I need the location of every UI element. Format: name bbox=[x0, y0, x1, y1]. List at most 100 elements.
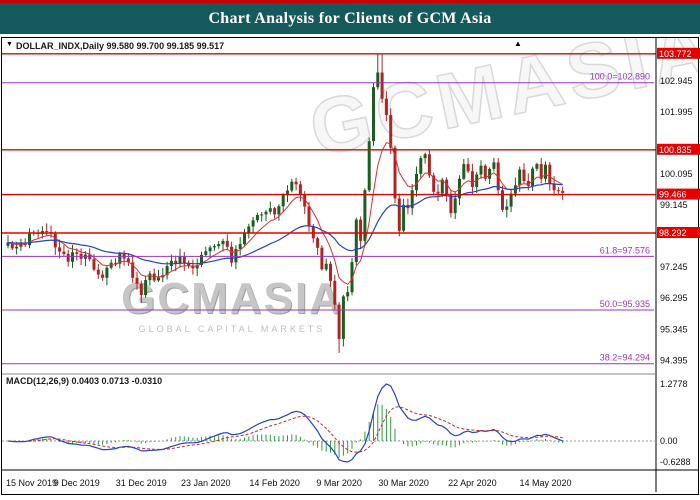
candle-body bbox=[410, 190, 414, 209]
candle-body bbox=[462, 164, 466, 179]
candle-body bbox=[230, 246, 234, 263]
candle-body bbox=[492, 162, 496, 169]
candle-body bbox=[195, 265, 199, 269]
candle-body bbox=[341, 296, 345, 339]
candle-body bbox=[286, 190, 289, 196]
candle-body bbox=[535, 164, 539, 169]
price-level-badge bbox=[657, 47, 700, 59]
candle-body bbox=[191, 265, 195, 269]
candle-body bbox=[346, 292, 350, 297]
date-tick-label[interactable]: 9 Dec 2019 bbox=[54, 478, 100, 488]
candle-body bbox=[552, 183, 556, 191]
candle-body bbox=[539, 164, 543, 179]
candle-body bbox=[187, 263, 191, 266]
candle-body bbox=[126, 258, 130, 263]
candle-body bbox=[88, 254, 92, 260]
chart-shift-marker-icon: ▲ bbox=[514, 39, 522, 48]
candle-body bbox=[350, 262, 354, 293]
candle-body bbox=[354, 219, 358, 263]
candle-body bbox=[501, 190, 504, 210]
candle-body bbox=[28, 233, 31, 246]
price-level-badge-text: 98.292 bbox=[659, 228, 687, 238]
candle-body bbox=[255, 215, 259, 221]
price-tick-label: 99.145 bbox=[660, 200, 688, 210]
date-tick-label[interactable]: 23 Jan 2020 bbox=[181, 478, 231, 488]
candle-body bbox=[466, 164, 470, 172]
candle-body bbox=[384, 98, 388, 115]
candle-body bbox=[62, 251, 66, 254]
candle-body bbox=[294, 181, 298, 185]
date-tick-label[interactable]: 15 Nov 2019 bbox=[6, 478, 57, 488]
candle-body bbox=[415, 173, 418, 191]
candle-body bbox=[264, 211, 268, 215]
candle-body bbox=[19, 242, 23, 247]
candle-body bbox=[118, 253, 122, 264]
date-tick-label[interactable]: 31 Dec 2019 bbox=[116, 478, 167, 488]
price-tick-label: 96.295 bbox=[660, 293, 688, 303]
candle-body bbox=[479, 165, 483, 175]
price-level-badge bbox=[657, 143, 700, 155]
candle-body bbox=[165, 266, 169, 276]
candle-body bbox=[329, 263, 332, 281]
candle-body bbox=[131, 262, 135, 278]
candle-body bbox=[333, 280, 337, 305]
candle-body bbox=[320, 247, 324, 270]
candle-body bbox=[200, 254, 203, 265]
macd-tick-label: 0.00 bbox=[660, 436, 678, 446]
ma-fast-line bbox=[7, 142, 563, 285]
candle-body bbox=[10, 242, 14, 249]
candle-body bbox=[15, 246, 19, 249]
candle-body bbox=[372, 87, 375, 142]
candle-body bbox=[75, 252, 79, 254]
candle-body bbox=[432, 175, 436, 192]
candle-body bbox=[247, 226, 251, 234]
candle-body bbox=[389, 115, 393, 148]
price-tick-label: 101.995 bbox=[660, 107, 693, 117]
price-level-badge bbox=[657, 227, 700, 238]
candle-body bbox=[251, 220, 255, 227]
candle-body bbox=[324, 263, 328, 270]
candle-body bbox=[225, 240, 229, 247]
date-tick-label[interactable]: 30 Mar 2020 bbox=[378, 478, 429, 488]
candle-body bbox=[548, 164, 552, 184]
candle-body bbox=[544, 164, 547, 179]
candle-body bbox=[212, 246, 216, 248]
candle-body bbox=[402, 204, 406, 231]
macd-indicator-info: MACD(12,26,9) 0.0403 0.0713 -0.0310 bbox=[6, 376, 163, 386]
price-level-badge-text: 99.466 bbox=[659, 190, 687, 200]
candle-body bbox=[71, 252, 74, 262]
price-tick-label: 94.395 bbox=[660, 355, 688, 365]
date-tick-label[interactable]: 14 May 2020 bbox=[519, 478, 571, 488]
candle-body bbox=[505, 206, 509, 210]
price-tick-label: 102.945 bbox=[660, 76, 693, 86]
candle-body bbox=[260, 214, 264, 216]
price-tick-label: 95.345 bbox=[660, 324, 688, 334]
candle-body bbox=[423, 154, 427, 159]
candle-body bbox=[144, 280, 148, 296]
candle-body bbox=[470, 171, 474, 187]
candle-body bbox=[316, 238, 320, 248]
date-tick-label[interactable]: 22 Apr 2020 bbox=[448, 478, 497, 488]
macd-tick-label: -0.6288 bbox=[660, 457, 691, 467]
symbol-ohlc-info: DOLLAR_INDX,Daily 99.580 99.700 99.185 9… bbox=[16, 41, 225, 51]
candle-body bbox=[174, 260, 178, 264]
candle-body bbox=[221, 240, 225, 245]
candle-body bbox=[561, 190, 565, 193]
candle-body bbox=[488, 169, 492, 179]
candle-body bbox=[208, 247, 212, 252]
candle-body bbox=[307, 206, 311, 227]
candle-body bbox=[393, 147, 397, 199]
candle-body bbox=[290, 181, 294, 191]
candle-body bbox=[298, 184, 302, 195]
fib-level-label: 100.0=102.890 bbox=[590, 72, 650, 82]
candle-body bbox=[445, 179, 449, 195]
date-tick-label[interactable]: 9 Mar 2020 bbox=[316, 478, 362, 488]
symbol-dropdown-icon[interactable]: ▼ bbox=[6, 41, 13, 48]
date-tick-label[interactable]: 14 Feb 2020 bbox=[249, 478, 300, 488]
fib-level-label: 50.0=95.935 bbox=[600, 299, 650, 309]
candle-body bbox=[58, 247, 62, 252]
candle-body bbox=[397, 198, 401, 231]
window-top-strip bbox=[0, 0, 700, 3]
candle-body bbox=[483, 165, 487, 179]
